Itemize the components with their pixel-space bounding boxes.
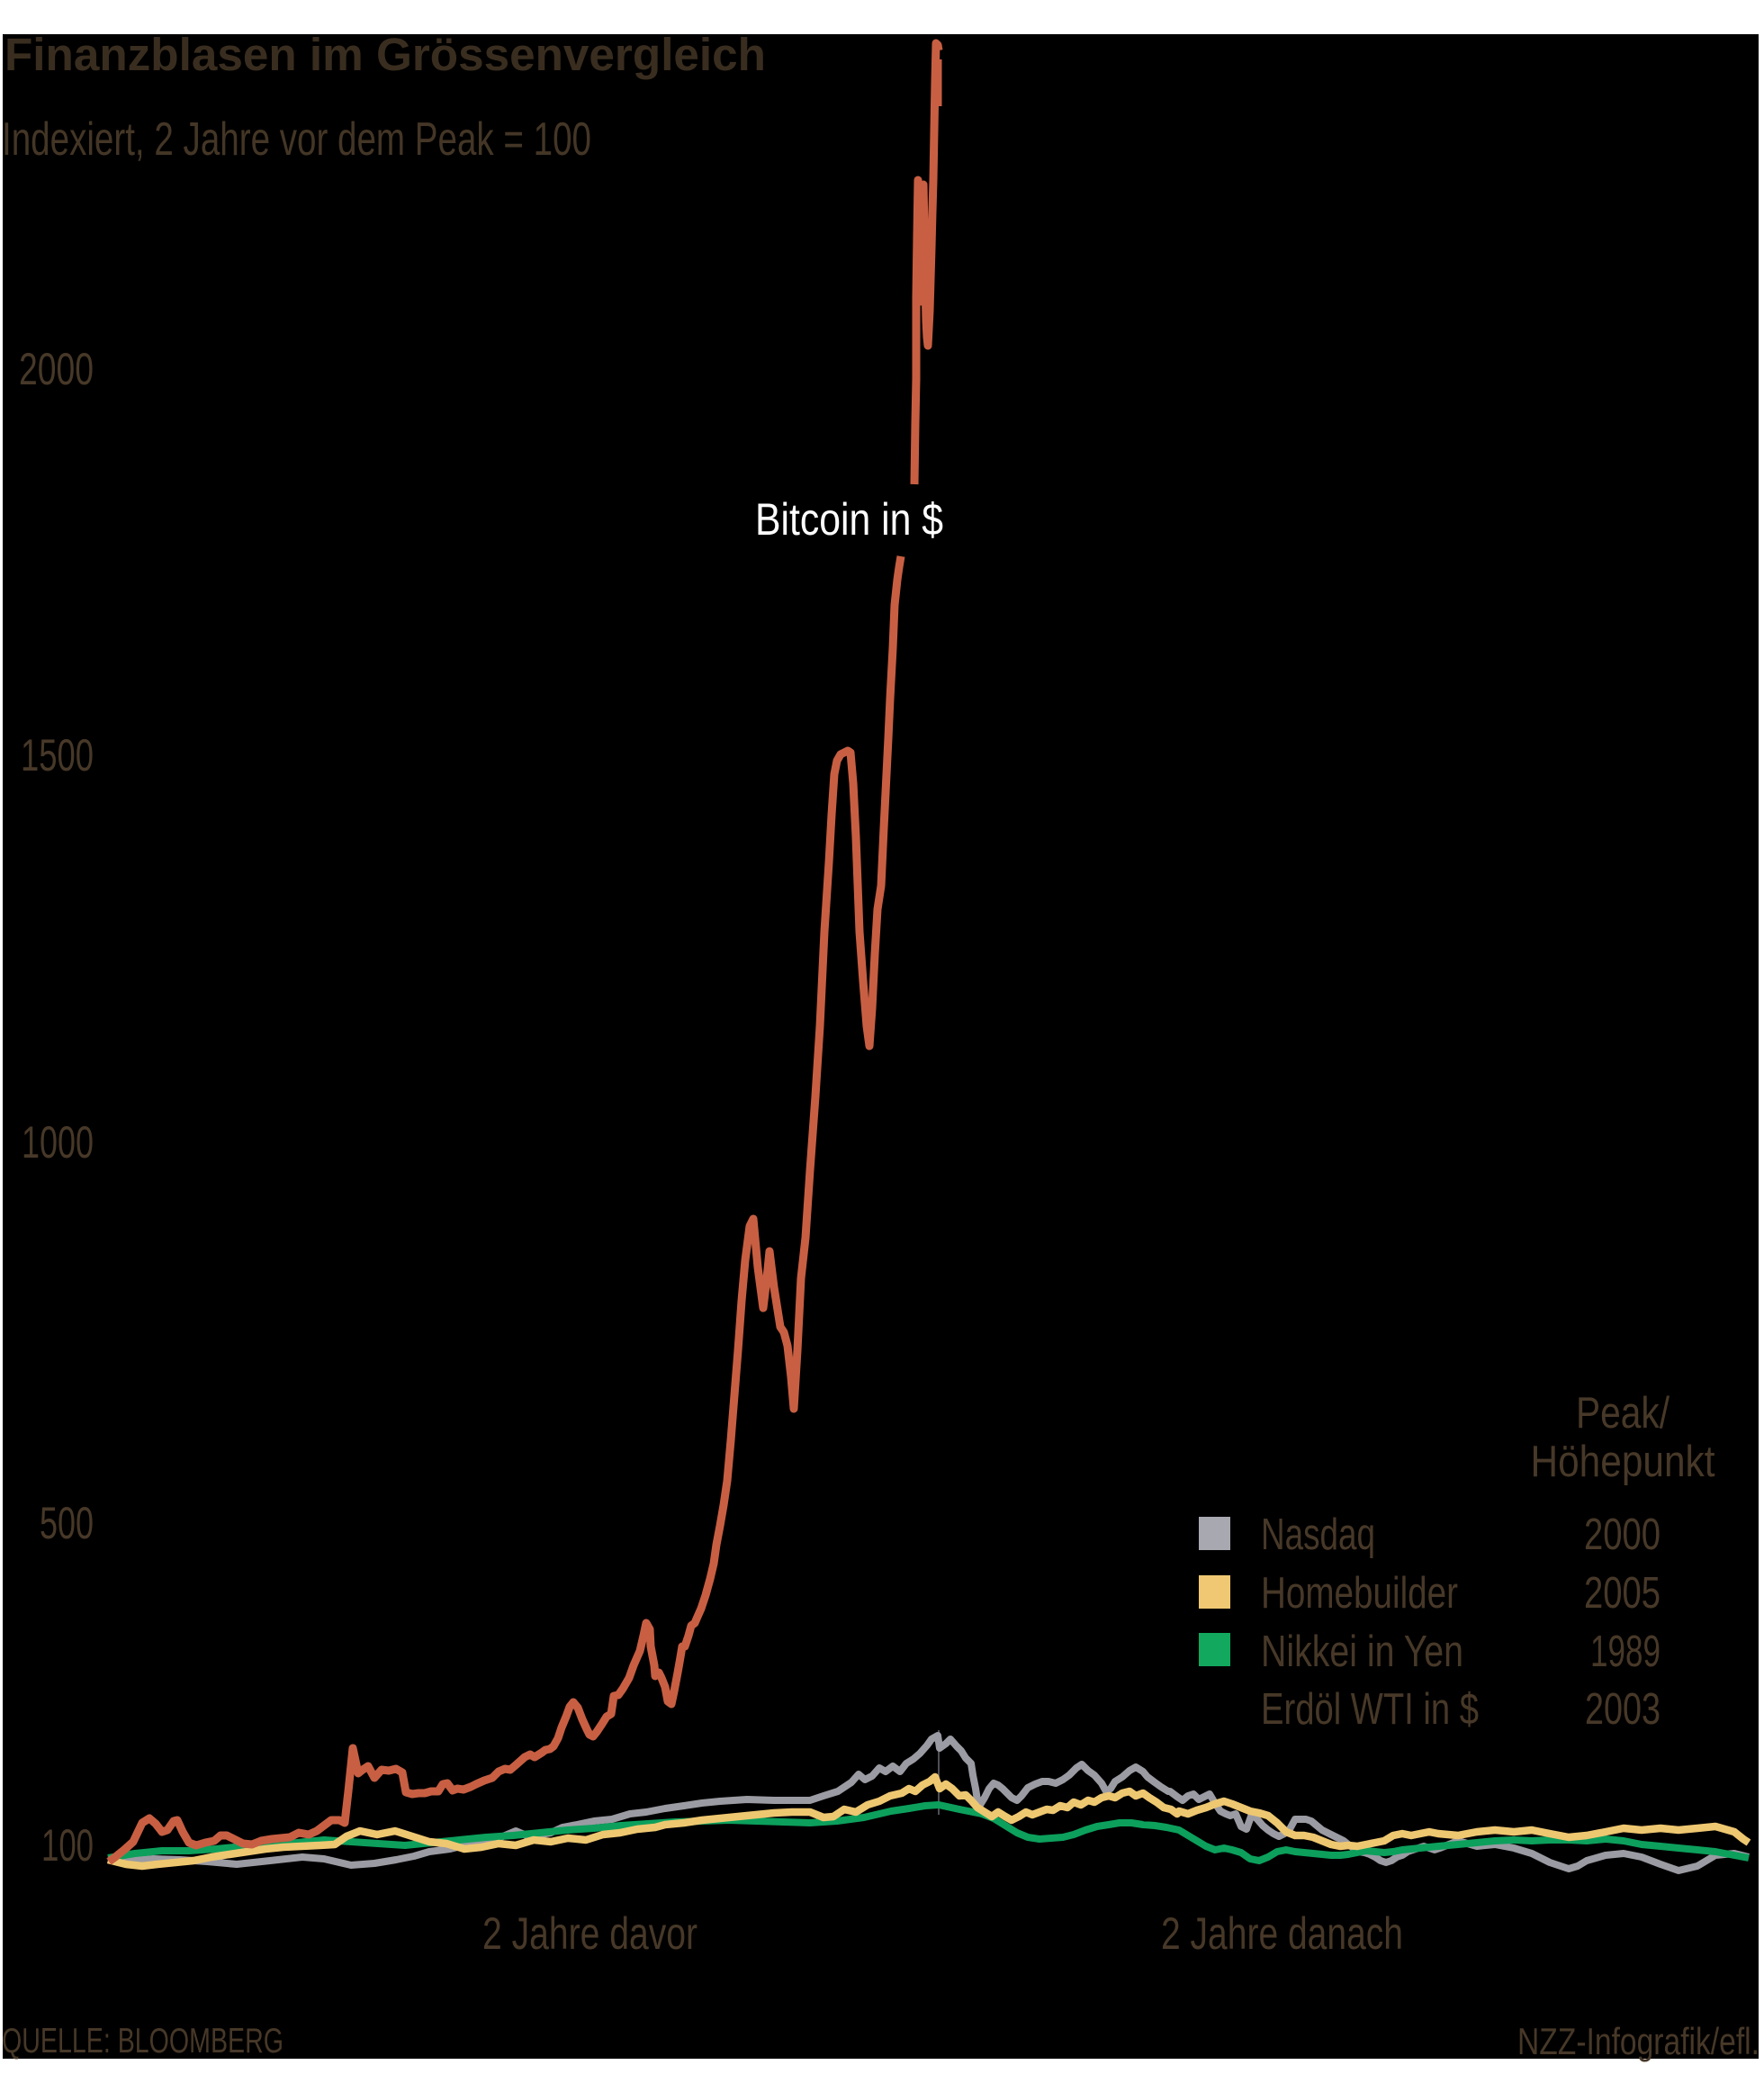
- svg-text:NZZ-Infografik/efl.: NZZ-Infografik/efl.: [1517, 2020, 1760, 2062]
- svg-text:100: 100: [41, 1820, 94, 1871]
- svg-text:2 Jahre danach: 2 Jahre danach: [1161, 1908, 1403, 1959]
- svg-text:2003: 2003: [1585, 1685, 1660, 1734]
- svg-text:Nasdaq: Nasdaq: [1261, 1510, 1375, 1559]
- svg-text:Indexiert, 2 Jahre vor dem Pea: Indexiert, 2 Jahre vor dem Peak = 100: [2, 113, 591, 166]
- svg-text:1989: 1989: [1590, 1628, 1660, 1676]
- svg-text:2005: 2005: [1584, 1569, 1660, 1618]
- svg-text:2 Jahre davor: 2 Jahre davor: [482, 1908, 698, 1959]
- svg-text:QUELLE: BLOOMBERG: QUELLE: BLOOMBERG: [2, 2022, 284, 2060]
- svg-text:1500: 1500: [21, 730, 94, 780]
- svg-text:2000: 2000: [19, 344, 94, 394]
- svg-text:Erdöl WTI in $: Erdöl WTI in $: [1261, 1685, 1479, 1734]
- svg-text:Nikkei in Yen: Nikkei in Yen: [1261, 1628, 1463, 1676]
- svg-text:Peak/: Peak/: [1576, 1389, 1670, 1438]
- svg-text:Bitcoin in $: Bitcoin in $: [755, 494, 943, 545]
- svg-text:2000: 2000: [1584, 1510, 1660, 1559]
- svg-text:Homebuilder: Homebuilder: [1261, 1569, 1458, 1618]
- svg-text:Finanzblasen im Grössenverglei: Finanzblasen im Grössenvergleich: [4, 29, 766, 80]
- svg-text:500: 500: [40, 1498, 94, 1548]
- svg-text:1000: 1000: [22, 1117, 94, 1168]
- svg-text:Höhepunkt: Höhepunkt: [1531, 1438, 1715, 1486]
